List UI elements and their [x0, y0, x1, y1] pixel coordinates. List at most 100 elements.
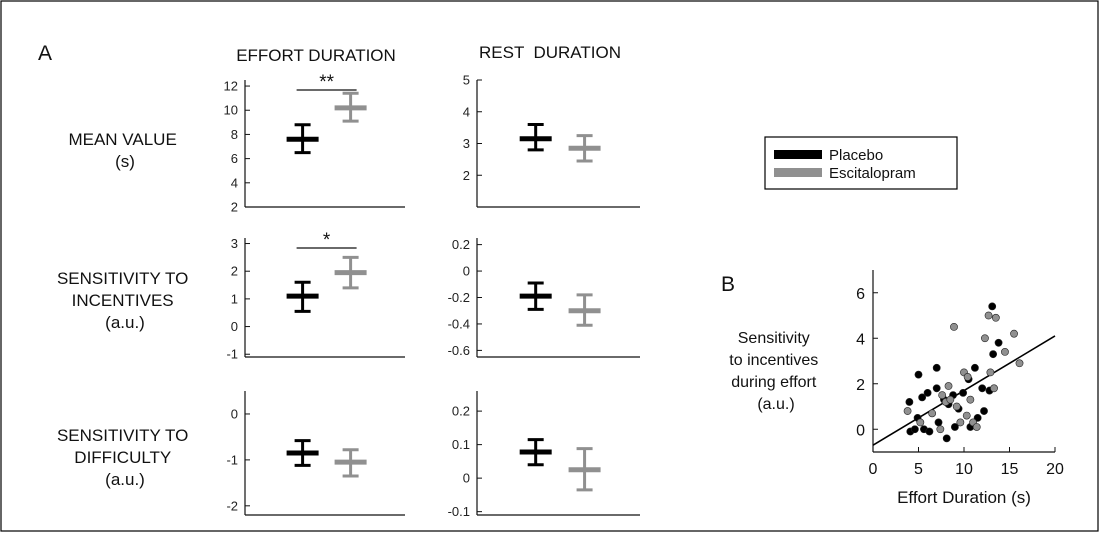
scatter-point-placebo-24	[980, 407, 988, 415]
row-label-incentives-line3: (a.u.)	[105, 313, 145, 332]
effort-mean-ytick-label-0: 2	[231, 200, 238, 215]
scatter-point-escitalopram-2	[928, 409, 937, 418]
rest-incentives-ytick-label-2: -0.2	[448, 290, 470, 305]
scatter-point-placebo-26	[988, 302, 997, 311]
effort-mean-ytick-label-5: 12	[224, 79, 238, 94]
effort-mean-ytick-label-3: 8	[231, 127, 238, 142]
rest-incentives-ytick-label-0: -0.6	[448, 343, 470, 358]
row-label-mean: MEAN VALUE (s)	[68, 130, 181, 171]
scatter-point-escitalopram-9	[952, 402, 961, 411]
row-label-incentives: SENSITIVITY TO INCENTIVES (a.u.)	[57, 269, 193, 332]
scatter-point-placebo-11	[934, 418, 943, 427]
legend-label-placebo: Placebo	[829, 147, 883, 164]
plot-effort-mean: 2 4 6 8 10 12 **	[224, 72, 405, 215]
effort-mean-ytick-label-1: 4	[231, 175, 238, 190]
scatter-point-escitalopram-10	[956, 418, 965, 427]
effort-incentives-ytick-label-1: 0	[231, 319, 238, 334]
row-label-difficulty-line2: DIFFICULTY	[74, 448, 171, 467]
rest-incentives-ytick-label-1: -0.4	[448, 316, 470, 331]
scatter-ytick-label-0: 0	[856, 422, 865, 439]
row-label-difficulty-line1: SENSITIVITY TO	[57, 426, 188, 445]
plot-scatter-b: 0 2 4 6 0 5 10 15 20	[856, 270, 1064, 478]
rest-mean-ytick-label-1: 3	[463, 136, 470, 151]
scatter-ylabel-line1: Sensitivity	[738, 330, 810, 347]
scatter-point-escitalopram-19	[986, 368, 995, 377]
scatter-point-escitalopram-3	[936, 425, 945, 434]
scatter-point-escitalopram-1	[916, 418, 925, 427]
plot-rest-mean: 2 3 4 5	[463, 73, 640, 208]
scatter-point-escitalopram-17	[981, 334, 989, 343]
figure-frame	[0, 0, 1099, 532]
scatter-point-placebo-18	[959, 388, 967, 397]
scatter-point-escitalopram-22	[1001, 347, 1009, 356]
scatter-ylabel: Sensitivity to incentives during effort …	[729, 330, 822, 413]
effort-incentives-ytick-label-0: -1	[226, 347, 238, 362]
scatter-ylabel-line4: (a.u.)	[757, 396, 794, 413]
plot-effort-incentives: -1 0 1 2 3 *	[226, 230, 405, 362]
scatter-point-escitalopram-12	[962, 411, 971, 420]
scatter-xtick-label-4: 20	[1046, 461, 1064, 478]
scatter-point-placebo-13	[942, 434, 951, 443]
scatter-point-placebo-7	[923, 388, 932, 397]
scatter-point-placebo-16	[951, 423, 959, 431]
row-label-mean-line1: MEAN VALUE	[68, 130, 176, 149]
rest-difficulty-ytick-label-2: 0.1	[452, 437, 470, 452]
effort-incentives-ytick-label-3: 2	[231, 264, 238, 279]
effort-incentives-ytick-label-2: 1	[231, 291, 238, 306]
effort-incentives-ytick-label-4: 3	[231, 236, 238, 251]
scatter-point-escitalopram-7	[946, 395, 955, 404]
scatter-point-escitalopram-14	[966, 395, 975, 404]
scatter-ylabel-line2: to incentives	[729, 352, 818, 369]
scatter-point-escitalopram-23	[1010, 329, 1018, 338]
scatter-point-escitalopram-6	[944, 382, 953, 390]
scatter-point-placebo-9	[932, 384, 941, 393]
scatter-ytick-label-1: 2	[856, 377, 865, 394]
row-label-difficulty-line3: (a.u.)	[105, 470, 145, 489]
scatter-point-escitalopram-20	[990, 384, 998, 393]
effort-difficulty-ytick-label-0: -2	[226, 498, 238, 513]
effort-mean-ytick-label-4: 10	[224, 103, 238, 118]
scatter-point-escitalopram-16	[972, 423, 981, 431]
rest-difficulty-ytick-label-3: 0.2	[452, 404, 470, 419]
scatter-point-placebo-8	[925, 427, 934, 436]
scatter-xtick-label-1: 5	[914, 461, 923, 478]
scatter-ytick-label-3: 6	[856, 286, 865, 303]
scatter-point-placebo-2	[910, 425, 919, 434]
scatter-xtick-label-2: 10	[955, 461, 973, 478]
panel-label-a: A	[38, 42, 52, 65]
scatter-xlabel: Effort Duration (s)	[897, 488, 1031, 507]
plot-effort-difficulty: -2 -1 0	[226, 391, 405, 516]
scatter-point-placebo-28	[994, 338, 1003, 347]
legend-box	[764, 136, 958, 190]
scatter-point-escitalopram-18	[984, 311, 993, 320]
effort-mean-significance-label: **	[319, 72, 334, 93]
scatter-point-escitalopram-0	[903, 407, 912, 415]
effort-incentives-significance-label: *	[323, 230, 331, 251]
rest-difficulty-ytick-label-0: -0.1	[448, 504, 470, 519]
scatter-point-placebo-4	[914, 370, 923, 379]
legend: Placebo Escitalopram	[764, 136, 958, 190]
scatter-point-placebo-21	[971, 363, 979, 372]
rest-incentives-ytick-label-3: 0	[463, 264, 470, 279]
scatter-point-escitalopram-21	[991, 313, 1000, 322]
scatter-point-escitalopram-8	[950, 322, 958, 331]
column-label-effort: EFFORT DURATION	[236, 46, 396, 65]
scatter-point-placebo-23	[978, 384, 987, 393]
scatter-point-placebo-5	[918, 393, 927, 402]
scatter-point-placebo-27	[989, 350, 998, 359]
scatter-ylabel-line3: during effort	[731, 374, 817, 391]
panel-label-b: B	[721, 273, 735, 296]
scatter-point-escitalopram-13	[963, 373, 972, 381]
scatter-ytick-label-2: 4	[856, 331, 865, 348]
plot-rest-difficulty: -0.1 0 0.1 0.2	[448, 391, 640, 519]
column-label-rest: REST DURATION	[479, 43, 621, 62]
legend-swatch-placebo	[774, 150, 822, 159]
rest-mean-ytick-label-3: 5	[463, 73, 470, 88]
scatter-xtick-label-0: 0	[869, 461, 878, 478]
rest-mean-ytick-label-0: 2	[463, 168, 470, 183]
rest-mean-ytick-label-2: 4	[463, 104, 470, 119]
row-label-incentives-line2: INCENTIVES	[72, 291, 174, 310]
row-label-mean-line2: (s)	[115, 152, 135, 171]
